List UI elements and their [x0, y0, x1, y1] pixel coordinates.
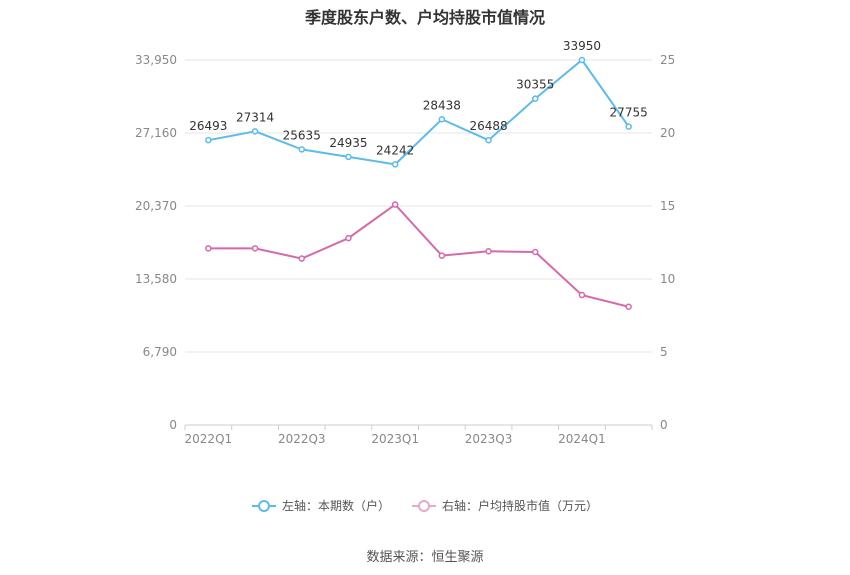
source-note: 数据来源：恒生聚源 — [366, 550, 484, 565]
right-series-point — [578, 291, 586, 299]
data-label: 33950 — [563, 39, 601, 53]
right-axis-tick-label: 15 — [660, 199, 675, 213]
right-axis-tick-label: 5 — [660, 345, 668, 359]
data-label: 26488 — [469, 119, 507, 133]
legend-right-dot — [418, 499, 430, 512]
right-axis-tick-label: 25 — [660, 53, 675, 67]
right-series-point — [251, 245, 259, 252]
left-axis-tick-label: 20,370 — [135, 199, 177, 213]
data-label: 28438 — [423, 98, 461, 112]
right-axis-tick-label: 20 — [660, 126, 675, 140]
legend-item-left[interactable]: 左轴：本期数（户） — [251, 497, 390, 514]
left-axis-tick-label: 6,790 — [143, 345, 177, 359]
left-series-point — [345, 153, 352, 161]
data-label: 25635 — [283, 128, 321, 142]
left-series-point — [438, 116, 446, 123]
right-series-point — [391, 201, 399, 208]
right-series-point — [345, 234, 352, 242]
legend-item-right[interactable]: 右轴：户均持股市值（万元） — [412, 497, 598, 514]
right-series-point — [205, 245, 212, 252]
x-axis-tick-label: 2022Q3 — [278, 432, 326, 446]
right-series-point — [625, 303, 632, 310]
data-label: 26493 — [189, 119, 227, 133]
x-axis-tick-label: 2023Q3 — [465, 432, 513, 446]
x-axis-tick-label: 2023Q1 — [371, 432, 419, 446]
legend-left-label: 左轴：本期数（户） — [281, 499, 390, 513]
left-series-point — [205, 136, 212, 144]
left-series-line — [208, 58, 630, 166]
left-series-point — [625, 123, 632, 130]
left-axis-tick-label: 33,950 — [135, 53, 177, 67]
right-series-line — [208, 203, 629, 308]
right-axis-tick-label: 10 — [660, 272, 675, 286]
legend-left-dot — [257, 499, 270, 512]
legend-right-swatch-icon — [412, 499, 436, 513]
right-series-point — [485, 248, 492, 255]
left-series-point — [578, 56, 586, 64]
left-series-point — [532, 95, 539, 102]
data-label: 27755 — [610, 106, 648, 120]
left-series-point — [251, 128, 259, 135]
left-axis-tick-label: 13,580 — [135, 272, 177, 286]
legend: 左轴：本期数（户） 右轴：户均持股市值（万元） — [0, 497, 850, 514]
legend-right-label: 右轴：户均持股市值（万元） — [442, 499, 599, 513]
right-series-point — [298, 255, 305, 262]
data-label: 24242 — [376, 143, 414, 157]
x-axis-tick-label: 2022Q1 — [185, 432, 233, 446]
data-label: 24935 — [329, 136, 367, 150]
left-series-point — [485, 136, 492, 144]
right-series-point — [532, 248, 539, 256]
legend-left-swatch-icon — [251, 499, 276, 513]
data-label: 30355 — [516, 78, 554, 92]
left-axis-tick-label: 0 — [169, 418, 177, 432]
left-series-point — [391, 161, 399, 168]
data-label: 27314 — [236, 110, 274, 124]
right-series-point — [438, 252, 446, 259]
right-axis-tick-label: 0 — [660, 418, 668, 432]
chart-title: 季度股东户数、户均持股市值情况 — [304, 8, 545, 27]
left-axis-tick-label: 27,160 — [135, 126, 177, 140]
left-series-point — [298, 146, 305, 153]
x-axis-tick-label: 2024Q1 — [558, 432, 606, 446]
